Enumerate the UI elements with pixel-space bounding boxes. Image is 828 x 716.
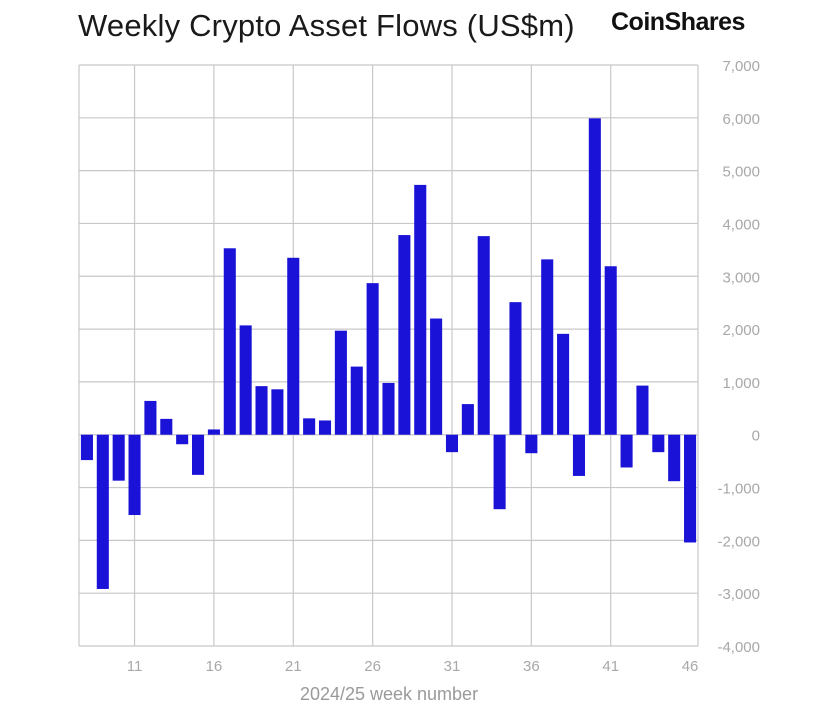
- bar-week-31: [445, 434, 459, 453]
- x-axis-label: 2024/25 week number: [300, 684, 478, 704]
- bar-week-22: [303, 418, 316, 435]
- x-tick-labels: 11 16 21 26 31 36 41 46: [127, 658, 699, 675]
- bar-week-15: [192, 434, 205, 475]
- bar-week-27: [382, 382, 395, 435]
- y-tick-label: -2,000: [717, 533, 760, 550]
- x-tick-label: 21: [285, 658, 302, 675]
- bar-week-33: [477, 236, 490, 435]
- bar-week-41: [604, 266, 617, 435]
- y-tick-label: 3,000: [722, 269, 760, 286]
- bar-week-18: [239, 325, 252, 435]
- bar-week-36: [525, 434, 538, 454]
- x-tick-label: 41: [602, 658, 619, 675]
- bar-week-34: [493, 434, 506, 510]
- bar-week-44: [652, 434, 665, 453]
- x-tick-label: 11: [127, 658, 143, 675]
- bar-week-39: [572, 434, 585, 476]
- chart-title: Weekly Crypto Asset Flows (US$m): [78, 8, 575, 43]
- y-tick-label: 2,000: [722, 322, 760, 339]
- x-tick-label: 26: [364, 658, 381, 675]
- x-tick-label: 31: [444, 658, 461, 675]
- y-tick-label: -1,000: [717, 481, 760, 498]
- bar-week-25: [350, 366, 363, 435]
- bar-week-8: [80, 434, 93, 461]
- bar-week-42: [620, 434, 633, 468]
- coinshares-logo: CoinShares: [611, 8, 745, 36]
- y-tick-label: 5,000: [722, 164, 760, 181]
- y-tick-label: -3,000: [717, 586, 760, 603]
- bar-week-17: [223, 248, 236, 435]
- y-tick-labels: 7,000 6,000 5,000 4,000 3,000 2,000 1,000 0 -1,0…: [717, 58, 760, 656]
- bar-week-46: [684, 434, 697, 543]
- bar-week-38: [557, 333, 570, 435]
- x-tick-label: 46: [682, 658, 699, 675]
- y-tick-label: 7,000: [722, 58, 760, 75]
- bar-week-37: [541, 259, 554, 435]
- bar-week-28: [398, 235, 411, 435]
- y-tick-label: 1,000: [722, 375, 760, 392]
- bar-series: [80, 118, 697, 589]
- bar-week-21: [287, 257, 300, 435]
- bar-week-26: [366, 283, 379, 435]
- bar-week-16: [207, 429, 220, 435]
- y-tick-label: -4,000: [717, 639, 760, 656]
- bar-week-23: [318, 420, 332, 435]
- bar-week-20: [271, 389, 284, 435]
- x-tick-label: 16: [206, 658, 223, 675]
- bar-week-30: [430, 318, 443, 435]
- bar-week-11: [128, 434, 141, 516]
- bar-week-13: [160, 418, 173, 435]
- bar-week-12: [144, 400, 157, 435]
- bar-week-45: [668, 434, 681, 482]
- bar-week-43: [636, 385, 649, 435]
- bar-week-29: [414, 184, 427, 435]
- bar-week-24: [334, 330, 347, 435]
- bar-week-10: [112, 434, 125, 481]
- x-tick-label: 36: [523, 658, 540, 675]
- bar-week-40: [588, 118, 601, 435]
- bar-week-14: [176, 434, 189, 445]
- y-tick-label: 4,000: [722, 216, 760, 233]
- y-tick-label: 6,000: [722, 111, 760, 128]
- bar-week-9: [96, 434, 109, 589]
- y-tick-label: 0: [752, 428, 760, 445]
- bar-week-19: [255, 386, 268, 435]
- bar-week-32: [461, 404, 474, 435]
- bar-week-35: [509, 302, 522, 435]
